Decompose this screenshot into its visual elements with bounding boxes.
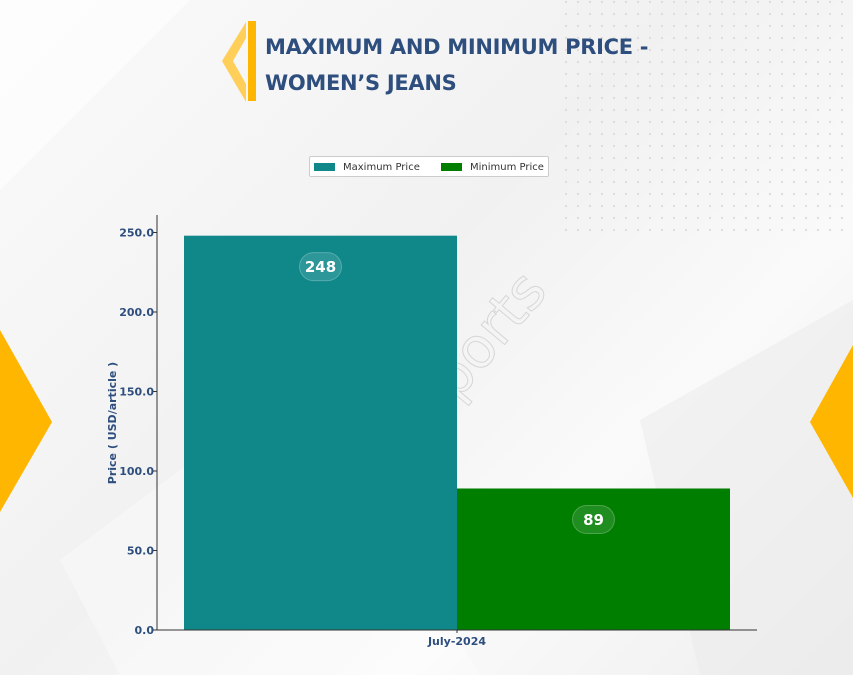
legend-item-minimum: Minimum Price — [441, 161, 544, 173]
data-label-minimum-price: 89 — [583, 511, 604, 529]
y-tick-label: 250.0 — [119, 227, 154, 240]
y-tick-label: 200.0 — [119, 306, 154, 319]
y-tick-label: 0.0 — [135, 624, 155, 637]
y-axis-label: Price ( USD/article ) — [106, 362, 119, 484]
bar-maximum-price — [184, 235, 457, 630]
page-title: MAXIMUM AND MINIMUM PRICE - WOMEN’S JEAN… — [265, 35, 649, 95]
chevron-left-icon — [222, 22, 246, 102]
legend-item-maximum: Maximum Price — [314, 161, 420, 173]
data-label-bg-minimum-price — [572, 504, 615, 534]
y-tick-label: 50.0 — [127, 545, 154, 558]
bar-minimum-price — [457, 488, 730, 630]
title-accent-bar — [248, 21, 256, 101]
data-label-bg-maximum-price — [299, 252, 342, 282]
data-label-maximum-price: 248 — [305, 258, 336, 276]
legend-label-minimum: Minimum Price — [470, 161, 544, 173]
legend-swatch-maximum — [314, 163, 335, 171]
y-tick-label: 100.0 — [119, 465, 154, 478]
y-tick-label: 150.0 — [119, 386, 154, 399]
legend-label-maximum: Maximum Price — [343, 161, 420, 173]
chart-legend: Maximum Price Minimum Price — [309, 156, 549, 177]
title-block: MAXIMUM AND MINIMUM PRICE - WOMEN’S JEAN… — [218, 20, 678, 104]
x-tick-label: July-2024 — [427, 635, 486, 648]
legend-swatch-minimum — [441, 163, 462, 171]
